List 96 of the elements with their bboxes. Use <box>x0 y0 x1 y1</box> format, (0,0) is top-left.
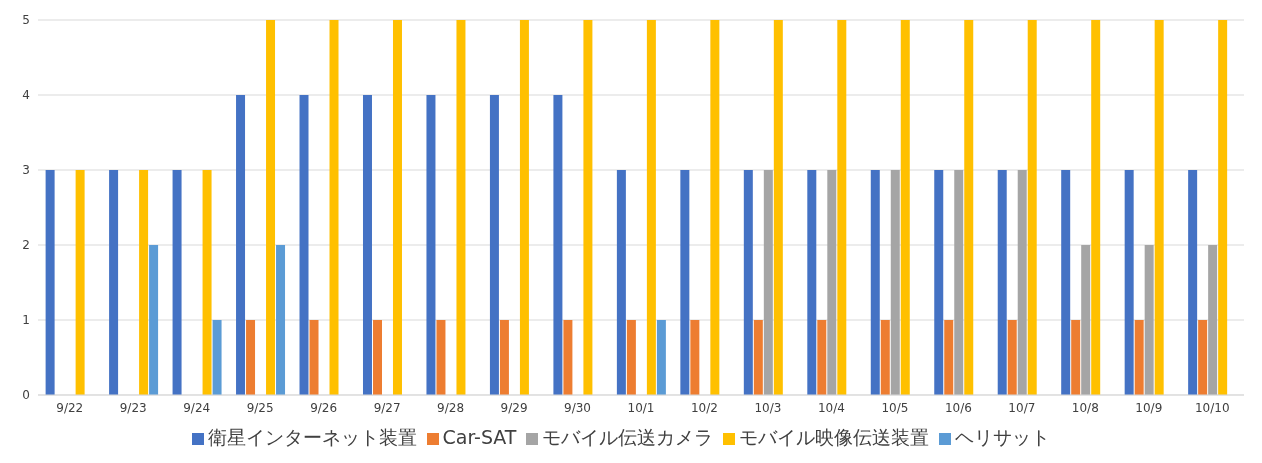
bar <box>656 320 666 395</box>
bar <box>436 320 446 395</box>
bar <box>997 170 1007 395</box>
bar <box>75 170 85 395</box>
bar <box>489 95 499 395</box>
bar <box>499 320 509 395</box>
bar <box>690 320 700 395</box>
bar <box>266 20 276 395</box>
bar <box>236 95 246 395</box>
bar <box>1027 20 1037 395</box>
bar <box>1218 20 1228 395</box>
x-tick-label: 10/9 <box>1135 400 1163 415</box>
bar <box>1154 20 1164 395</box>
x-tick-label: 9/28 <box>437 400 465 415</box>
bar <box>362 95 372 395</box>
bar <box>837 20 847 395</box>
bar <box>900 20 910 395</box>
bar <box>680 170 690 395</box>
bar <box>1081 245 1091 395</box>
bar <box>944 320 954 395</box>
bar <box>149 245 159 395</box>
legend-label: Car-SAT <box>442 426 517 448</box>
x-tick-label: 10/8 <box>1071 400 1099 415</box>
y-tick-label: 2 <box>22 238 30 253</box>
bar <box>934 170 944 395</box>
bar <box>563 320 573 395</box>
bar <box>1017 170 1027 395</box>
bar <box>519 20 529 395</box>
bar <box>710 20 720 395</box>
bar <box>807 170 817 395</box>
bar <box>827 170 837 395</box>
bar <box>763 170 773 395</box>
x-tick-label: 9/22 <box>56 400 84 415</box>
y-tick-label: 5 <box>22 13 30 28</box>
bar <box>773 20 783 395</box>
bar <box>890 170 900 395</box>
x-tick-label: 9/25 <box>246 400 274 415</box>
bar <box>172 170 182 395</box>
bar <box>456 20 466 395</box>
bar <box>299 95 309 395</box>
bar <box>392 20 402 395</box>
bar <box>646 20 656 395</box>
bar <box>329 20 339 395</box>
x-tick-label: 10/6 <box>944 400 972 415</box>
x-tick-label: 9/26 <box>310 400 338 415</box>
y-tick-label: 3 <box>22 163 30 178</box>
bar <box>954 170 964 395</box>
bar <box>246 320 256 395</box>
bar <box>1188 170 1198 395</box>
bar <box>1208 245 1218 395</box>
bar <box>626 320 636 395</box>
bar <box>309 320 319 395</box>
x-tick-label: 10/7 <box>1008 400 1036 415</box>
bar <box>276 245 286 395</box>
legend-label: モバイル映像伝送装置 <box>739 426 930 448</box>
bar <box>1091 20 1101 395</box>
legend-label: モバイル伝送カメラ <box>542 426 714 448</box>
x-tick-label: 9/24 <box>183 400 211 415</box>
bar <box>743 170 753 395</box>
bar <box>1144 245 1154 395</box>
bar <box>212 320 222 395</box>
bar <box>817 320 827 395</box>
bar <box>1061 170 1071 395</box>
x-tick-label: 10/2 <box>691 400 718 415</box>
bar <box>1124 170 1134 395</box>
x-tick-label: 10/5 <box>881 400 909 415</box>
bar <box>426 95 436 395</box>
y-tick-label: 4 <box>22 88 30 103</box>
x-tick-label: 9/29 <box>500 400 528 415</box>
x-tick-label: 9/23 <box>119 400 147 415</box>
x-tick-label: 9/30 <box>564 400 591 415</box>
bar <box>45 170 55 395</box>
bar <box>1007 320 1017 395</box>
y-tick-label: 0 <box>22 388 30 403</box>
x-tick-label: 10/4 <box>817 400 845 415</box>
legend-label: 衛星インターネット装置 <box>207 426 417 448</box>
bar <box>870 170 880 395</box>
x-tick-label: 9/27 <box>373 400 401 415</box>
x-tick-label: 10/10 <box>1194 400 1230 415</box>
bar <box>964 20 974 395</box>
bar <box>1198 320 1208 395</box>
bar <box>616 170 626 395</box>
bar <box>109 170 119 395</box>
bar <box>202 170 212 395</box>
y-tick-label: 1 <box>22 313 30 328</box>
bar <box>372 320 382 395</box>
bar <box>880 320 890 395</box>
x-tick-label: 10/1 <box>627 400 655 415</box>
bar <box>753 320 763 395</box>
x-tick-label: 10/3 <box>754 400 782 415</box>
bar <box>1071 320 1081 395</box>
bar <box>553 95 563 395</box>
bar <box>1134 320 1144 395</box>
legend-label: ヘリサット <box>955 426 1051 448</box>
bar <box>139 170 149 395</box>
bar <box>583 20 593 395</box>
